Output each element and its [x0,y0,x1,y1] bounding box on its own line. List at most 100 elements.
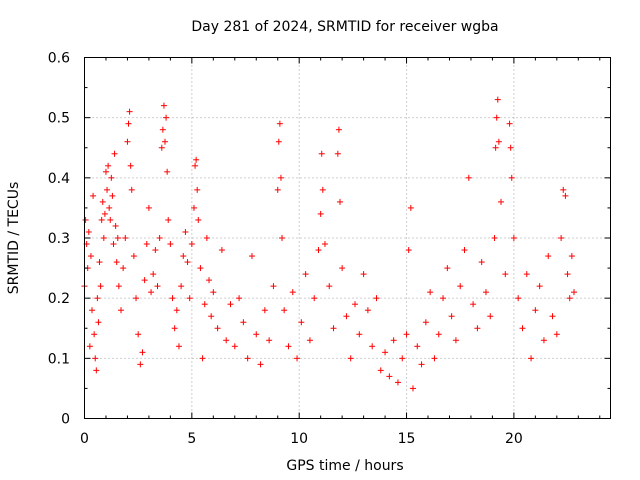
data-point [407,204,414,211]
data-point [248,253,255,260]
data-point [414,343,421,350]
data-point [545,253,552,260]
data-point [326,283,333,290]
data-point [444,265,451,272]
data-point [139,349,146,356]
data-point [178,283,185,290]
data-point [448,313,455,320]
data-point [562,192,569,199]
data-point [206,277,213,284]
data-point [192,162,199,169]
data-point [120,265,127,272]
data-point [257,361,264,368]
data-point [399,355,406,362]
data-point [495,138,502,145]
data-point [285,343,292,350]
y-tick-label: 0.3 [48,231,70,247]
data-point [335,126,342,133]
data-point [97,283,104,290]
data-point [343,313,350,320]
data-point [128,186,135,193]
data-point [564,271,571,278]
y-tick-label: 0.1 [48,351,70,367]
data-point [478,259,485,266]
data-point [122,235,129,241]
data-point [100,235,107,241]
data-point [347,355,354,362]
data-point [431,355,438,362]
data-point [231,343,238,350]
data-point [125,120,132,127]
data-point [474,325,481,332]
grid [84,57,611,419]
data-point [102,168,109,175]
data-point [356,331,363,338]
data-point [294,355,301,362]
data-point [184,259,191,266]
data-points [81,96,578,392]
data-point [549,313,556,320]
data-point [143,241,150,248]
x-tick-label: 15 [398,431,416,447]
data-point [160,102,167,109]
data-point [364,307,371,314]
data-point [558,235,565,241]
data-point [236,295,243,302]
y-tick-label: 0.6 [48,51,70,67]
data-point [427,289,434,296]
data-point [109,192,116,199]
data-point [405,247,412,254]
data-point [223,337,230,344]
data-point [89,307,96,314]
data-point [352,301,359,308]
data-point [510,235,517,241]
data-point [306,337,313,344]
data-point [148,289,155,296]
data-point [482,289,489,296]
data-point [281,307,288,314]
data-point [386,373,393,380]
data-point [394,379,401,386]
data-point [195,216,202,223]
data-point [317,210,324,217]
data-point [452,337,459,344]
data-point [440,295,447,302]
data-point [318,150,325,157]
data-point [382,349,389,356]
data-point [101,210,108,217]
data-point [289,289,296,296]
data-point [571,289,578,296]
data-point [105,162,112,169]
data-point [244,355,251,362]
data-point [319,186,326,193]
data-point [253,331,260,338]
data-point [96,259,103,266]
data-point [199,355,206,362]
data-point [94,295,101,302]
data-point [193,156,200,163]
y-tick-label: 0.4 [48,171,70,187]
data-point [465,174,472,181]
data-point [492,144,499,151]
data-point [276,120,283,127]
data-point [113,259,120,266]
data-point [115,283,122,290]
data-point [493,114,500,121]
data-point [390,337,397,344]
data-point [470,301,477,308]
data-point [515,295,522,302]
data-point [422,319,429,326]
data-point [274,186,281,193]
x-tick-label: 10 [290,431,308,447]
data-point [227,301,234,308]
data-point [182,228,189,235]
data-point [127,162,134,169]
data-point [321,241,328,248]
data-point [494,96,501,103]
data-point [507,144,514,151]
data-point [141,277,148,284]
data-point [261,307,268,314]
data-point [203,235,210,241]
data-point [159,126,166,133]
